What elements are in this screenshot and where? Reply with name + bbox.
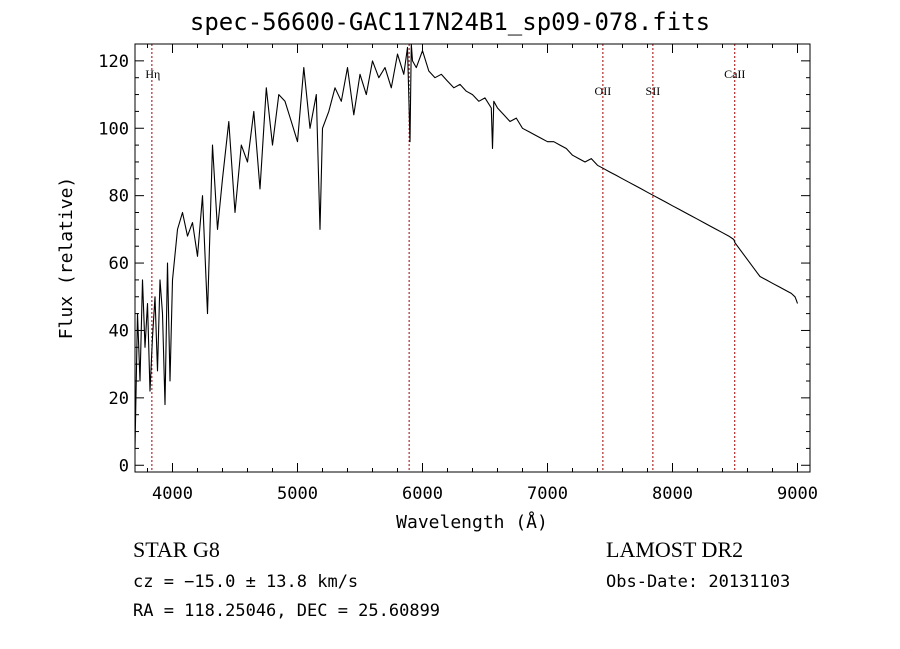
y-tick-label: 40 <box>109 321 129 341</box>
y-tick-label: 20 <box>109 389 129 409</box>
y-tick-label: 60 <box>109 254 129 274</box>
y-axis-label: Flux (relative) <box>56 177 77 340</box>
chart-title: spec-56600-GAC117N24B1_sp09-078.fits <box>189 8 711 36</box>
x-tick-label: 9000 <box>777 484 818 504</box>
x-tick-label: 5000 <box>277 484 318 504</box>
spectral-line-label: SII <box>646 84 661 98</box>
x-tick-label: 6000 <box>402 484 443 504</box>
plot-frame <box>134 43 811 473</box>
x-axis-label: Wavelength (Å) <box>396 511 548 533</box>
spectral-line-label: Hη <box>145 67 160 81</box>
x-tick-label: 8000 <box>652 484 693 504</box>
object-class: STAR G8 <box>133 537 220 562</box>
observation-date: Obs-Date: 20131103 <box>606 572 791 592</box>
y-tick-label: 0 <box>119 456 129 476</box>
y-tick-label: 120 <box>98 52 129 72</box>
x-tick-label: 7000 <box>527 484 568 504</box>
y-tick-label: 100 <box>98 119 129 139</box>
y-tick-label: 80 <box>109 187 129 207</box>
redshift-cz: cz = −15.0 ± 13.8 km/s <box>133 572 359 592</box>
ra-dec-coordinates: RA = 118.25046, DEC = 25.60899 <box>133 601 441 621</box>
spectral-line-label: OII <box>595 84 612 98</box>
spectral-line-label: CaII <box>724 67 745 81</box>
survey-name: LAMOST DR2 <box>606 537 744 562</box>
spectrum-series-line <box>134 43 799 449</box>
x-tick-label: 4000 <box>152 484 193 504</box>
